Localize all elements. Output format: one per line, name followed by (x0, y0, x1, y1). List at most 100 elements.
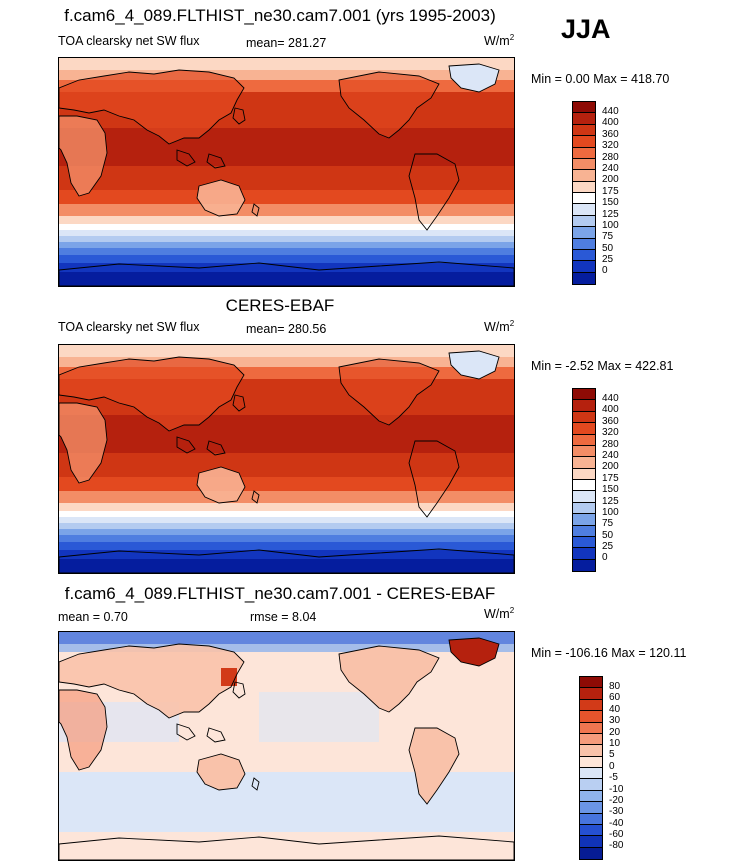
panel-top-title: f.cam6_4_089.FLTHIST_ne30.cam7.001 (yrs … (64, 6, 496, 25)
colorbar-tick-label: 40 (609, 703, 621, 715)
colorbar-swatch (573, 411, 595, 424)
colorbar-tick-label: 150 (602, 484, 619, 496)
colorbar-tick-label: -40 (609, 817, 624, 829)
colorbar-swatch (573, 445, 595, 458)
season-label: JJA (561, 14, 611, 44)
colorbar-tick-label: 320 (602, 140, 619, 152)
colorbar-tick-label: -10 (609, 783, 624, 795)
colorbar-swatch (573, 193, 595, 205)
colorbar-tick-label: -20 (609, 794, 624, 806)
colorbar-tick-label: 125 (602, 495, 619, 507)
colorbar-tick-label: 30 (609, 715, 621, 727)
colorbar-swatch (573, 400, 595, 412)
colorbar-tick-label: 0 (609, 760, 615, 772)
colorbar-tick-label: 440 (602, 106, 619, 117)
colorbar-swatch (580, 824, 602, 837)
panel-bottom-minmax: Min = -106.16 Max = 120.11 (531, 646, 687, 660)
panel-bottom-units: W/m2 (484, 606, 515, 622)
colorbar-top (572, 101, 596, 285)
colorbar-tick-label: -5 (609, 772, 618, 784)
colorbar-tick-label: 75 (602, 231, 614, 243)
colorbar-tick-label: 150 (602, 197, 619, 209)
colorbar-swatch (573, 389, 595, 401)
panel-top-units: W/m2 (484, 33, 515, 49)
colorbar-swatch (573, 491, 595, 503)
colorbar-swatch (573, 559, 595, 571)
colorbar-swatch (573, 434, 595, 446)
panel-middle-mean: mean= 280.56 (246, 322, 327, 336)
colorbar-swatch (573, 261, 595, 273)
colorbar-tick-label: 320 (602, 427, 619, 439)
panel-bottom-mean: mean = 0.70 (58, 610, 128, 624)
panel-top-variable: TOA clearsky net SW flux (58, 34, 200, 48)
colorbar-tick-label: -30 (609, 806, 624, 818)
colorbar-swatch (573, 102, 595, 114)
colorbar-tick-label: 175 (602, 185, 619, 197)
panel-middle-variable: TOA clearsky net SW flux (58, 320, 200, 334)
panel-bottom-rmse: rmse = 8.04 (250, 610, 317, 624)
colorbar-tick-label: 80 (609, 681, 621, 692)
colorbar-swatch (573, 227, 595, 239)
colorbar-tick-label: -80 (609, 840, 624, 852)
colorbar-tick-label: 50 (602, 529, 614, 541)
map-bottom (58, 631, 515, 861)
colorbar-tick-label: 125 (602, 208, 619, 220)
colorbar-swatch (573, 423, 595, 435)
colorbar-swatch (573, 502, 595, 515)
colorbar-swatch (580, 677, 602, 689)
colorbar-swatch (580, 802, 602, 814)
colorbar-swatch (573, 480, 595, 492)
colorbar-tick-label: 100 (602, 219, 619, 231)
colorbar-bottom (579, 676, 603, 860)
colorbar-swatch (573, 170, 595, 182)
colorbar-tick-label: 400 (602, 117, 619, 129)
colorbar-swatch (580, 836, 602, 848)
colorbar-swatch (573, 238, 595, 250)
colorbar-bottom-labels: 80 60 40 30 20 10 5 0 -5 -10 -20 -30 -40 -60 -80 (609, 681, 623, 852)
colorbar-tick-label: 10 (609, 737, 621, 749)
colorbar-swatch (573, 147, 595, 159)
colorbar-swatch (573, 204, 595, 216)
colorbar-swatch (573, 468, 595, 480)
colorbar-tick-label: 200 (602, 461, 619, 473)
colorbar-tick-label: 440 (602, 393, 619, 404)
colorbar-swatch (580, 768, 602, 780)
colorbar-swatch (573, 272, 595, 284)
colorbar-swatch (580, 779, 602, 791)
panel-middle-minmax: Min = -2.52 Max = 422.81 (531, 359, 674, 373)
colorbar-tick-label: 0 (602, 265, 608, 277)
colorbar-swatch (580, 722, 602, 734)
colorbar-swatch (573, 514, 595, 526)
colorbar-swatch (580, 733, 602, 746)
colorbar-swatch (573, 548, 595, 560)
colorbar-tick-label: 75 (602, 518, 614, 530)
colorbar-tick-label: 280 (602, 438, 619, 450)
panel-middle-units: W/m2 (484, 319, 515, 335)
colorbar-tick-label: 240 (602, 449, 619, 461)
colorbar-swatch (573, 525, 595, 537)
colorbar-tick-label: 200 (602, 174, 619, 186)
colorbar-swatch (580, 756, 602, 768)
map-middle (58, 344, 515, 574)
colorbar-swatch (573, 536, 595, 549)
colorbar-tick-label: 5 (609, 749, 615, 761)
panel-bottom-title: f.cam6_4_089.FLTHIST_ne30.cam7.001 - CER… (64, 584, 496, 603)
colorbar-swatch (573, 124, 595, 137)
colorbar-swatch (580, 847, 602, 859)
colorbar-swatch (573, 249, 595, 262)
colorbar-tick-label: 175 (602, 472, 619, 484)
panel-top-minmax: Min = 0.00 Max = 418.70 (531, 72, 670, 86)
map-top (58, 57, 515, 287)
colorbar-tick-label: 360 (602, 128, 619, 140)
colorbar-swatch (573, 158, 595, 171)
panel-middle-title: CERES-EBAF (225, 296, 335, 315)
colorbar-tick-label: 100 (602, 506, 619, 518)
colorbar-middle-labels: 440 400 360 320 280 240 200 175 150 125 100 75 50 25 0 (602, 393, 619, 564)
colorbar-tick-label: 25 (602, 541, 614, 553)
colorbar-swatch (573, 136, 595, 148)
colorbar-swatch (580, 790, 602, 803)
colorbar-tick-label: -60 (609, 829, 624, 841)
colorbar-tick-label: 280 (602, 151, 619, 163)
colorbar-tick-label: 0 (602, 552, 608, 564)
colorbar-middle (572, 388, 596, 572)
